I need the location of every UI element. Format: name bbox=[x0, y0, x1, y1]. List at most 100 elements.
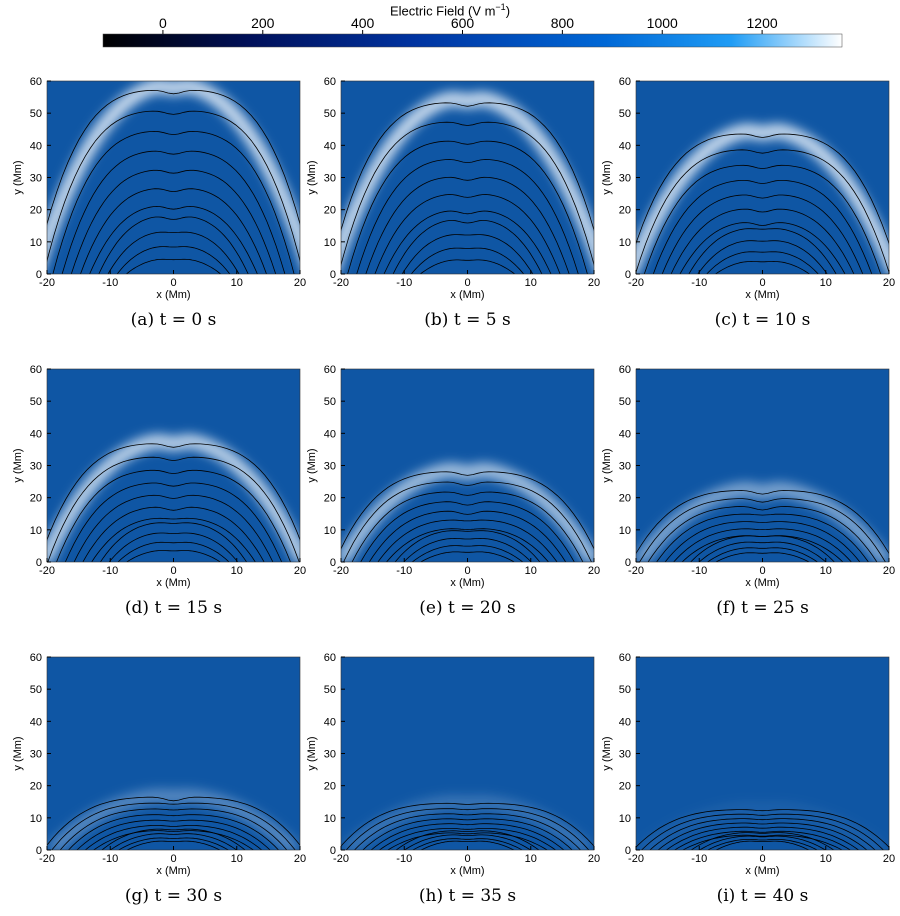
panel-1: -20 -10 0 10 20 0 10 20 30 40 50 60 x (Mm) y (Mm) bbox=[306, 76, 600, 301]
electric-field-front-core bbox=[642, 807, 883, 850]
y-axis-label: y (Mm) bbox=[12, 160, 24, 194]
contour-line bbox=[666, 826, 859, 850]
panel-2: -20 -10 0 10 20 0 10 20 30 40 50 60 x (Mm) y (Mm) bbox=[601, 76, 895, 301]
contour-line bbox=[56, 469, 291, 562]
y-tick-label: 40 bbox=[619, 716, 631, 728]
x-axis-label: x (Mm) bbox=[745, 865, 779, 877]
heatmap-layer bbox=[636, 483, 889, 562]
contour-line bbox=[707, 547, 818, 562]
contour-line bbox=[636, 490, 889, 555]
x-tick-label: -20 bbox=[39, 277, 55, 289]
heatmap-layer bbox=[341, 796, 594, 850]
y-tick-label: 20 bbox=[30, 205, 42, 217]
y-tick-label: 50 bbox=[324, 108, 336, 120]
y-tick-label: 10 bbox=[324, 525, 336, 537]
contour-line bbox=[341, 102, 594, 232]
y-tick-label: 0 bbox=[330, 557, 336, 569]
panel-letter: (d) bbox=[124, 598, 155, 618]
y-axis-label: y (Mm) bbox=[306, 736, 318, 770]
panel-caption: (b) t = 5 s bbox=[323, 310, 613, 330]
colorbar-tick-label: 1000 bbox=[647, 15, 678, 31]
contour-line bbox=[404, 834, 531, 850]
y-tick-label: 50 bbox=[619, 684, 631, 696]
contour-line bbox=[682, 834, 843, 850]
contour-line bbox=[707, 839, 818, 850]
y-tick-label: 50 bbox=[30, 684, 42, 696]
x-tick-label: 20 bbox=[294, 853, 306, 865]
x-axis-label: x (Mm) bbox=[156, 865, 190, 877]
contour-line bbox=[356, 159, 579, 274]
contour-line bbox=[341, 121, 594, 267]
x-tick-label: -20 bbox=[628, 565, 644, 577]
heatmap-background bbox=[341, 369, 594, 562]
x-tick-label: -10 bbox=[396, 853, 412, 865]
y-axis-label: y (Mm) bbox=[306, 448, 318, 482]
electric-field-front-core bbox=[636, 129, 889, 264]
y-tick-label: 50 bbox=[619, 396, 631, 408]
panel-caption: (i) t = 40 s bbox=[618, 886, 900, 906]
x-axis-label: x (Mm) bbox=[745, 289, 779, 301]
contour-line bbox=[643, 164, 882, 274]
y-tick-label: 0 bbox=[625, 845, 631, 857]
contour-line bbox=[82, 506, 265, 562]
contour-line bbox=[47, 110, 300, 263]
contour-line bbox=[126, 258, 221, 274]
y-tick-label: 20 bbox=[30, 493, 42, 505]
colorbar-tick-label: 400 bbox=[351, 15, 375, 31]
contour-line bbox=[76, 819, 271, 850]
y-tick-label: 40 bbox=[324, 428, 336, 440]
contour-line bbox=[639, 498, 886, 562]
x-tick-label: -20 bbox=[333, 277, 349, 289]
y-tick-label: 10 bbox=[619, 525, 631, 537]
contour-line bbox=[360, 501, 575, 562]
y-tick-label: 20 bbox=[619, 205, 631, 217]
x-axis-label: x (Mm) bbox=[450, 289, 484, 301]
colorbar-tick-label: 0 bbox=[159, 15, 167, 31]
panel-time-label: t = 30 s bbox=[154, 886, 223, 906]
panel-8: -20 -10 0 10 20 0 10 20 30 40 50 60 x (Mm) y (Mm) bbox=[601, 652, 895, 877]
y-tick-label: 40 bbox=[619, 140, 631, 152]
contour-line bbox=[126, 550, 221, 562]
y-tick-label: 10 bbox=[619, 237, 631, 249]
panel-5: -20 -10 0 10 20 0 10 20 30 40 50 60 x (Mm) y (Mm) bbox=[601, 364, 895, 589]
contour-line bbox=[351, 491, 584, 562]
panel-letter: (c) bbox=[714, 310, 743, 330]
contour-line bbox=[699, 835, 826, 850]
contour-line bbox=[688, 228, 837, 274]
panel-7: -20 -10 0 10 20 0 10 20 30 40 50 60 x (Mm) y (Mm) bbox=[306, 652, 600, 877]
y-tick-label: 30 bbox=[619, 749, 631, 761]
x-tick-label: 20 bbox=[883, 565, 895, 577]
contour-line bbox=[670, 208, 855, 274]
heatmap-background bbox=[341, 81, 594, 274]
panel-caption: (g) t = 30 s bbox=[29, 886, 319, 906]
x-tick-label: 10 bbox=[820, 853, 832, 865]
contour-line bbox=[392, 220, 543, 274]
contour-line bbox=[664, 521, 861, 562]
panel-caption: (h) t = 35 s bbox=[323, 886, 613, 906]
colorbar-title: Electric Field (V m−1) bbox=[0, 2, 900, 18]
electric-field-front-core bbox=[346, 800, 589, 850]
x-tick-label: 10 bbox=[525, 277, 537, 289]
contour-line bbox=[715, 260, 810, 274]
panel-letter: (b) bbox=[424, 310, 454, 330]
y-tick-label: 60 bbox=[324, 652, 336, 664]
heatmap-layer bbox=[636, 125, 889, 274]
panel-time-label: t = 35 s bbox=[448, 886, 517, 906]
panel-0: -20 -10 0 10 20 0 10 20 30 40 50 60 x (Mm) y (Mm) bbox=[12, 76, 306, 301]
y-tick-label: 60 bbox=[30, 364, 42, 376]
panel-caption: (c) t = 10 s bbox=[618, 310, 900, 330]
electric-field-front-core bbox=[341, 468, 594, 562]
x-tick-label: 0 bbox=[464, 853, 470, 865]
panel-time-label: t = 0 s bbox=[159, 310, 217, 330]
contour-line bbox=[110, 833, 237, 850]
contour-line bbox=[374, 194, 561, 274]
x-axis-label: x (Mm) bbox=[156, 289, 190, 301]
contour-line bbox=[362, 818, 573, 850]
y-tick-label: 10 bbox=[324, 813, 336, 825]
y-tick-label: 30 bbox=[30, 461, 42, 473]
contour-line bbox=[716, 840, 809, 850]
contour-line bbox=[636, 809, 889, 848]
x-axis-label: x (Mm) bbox=[745, 577, 779, 589]
contour-line bbox=[100, 522, 247, 562]
